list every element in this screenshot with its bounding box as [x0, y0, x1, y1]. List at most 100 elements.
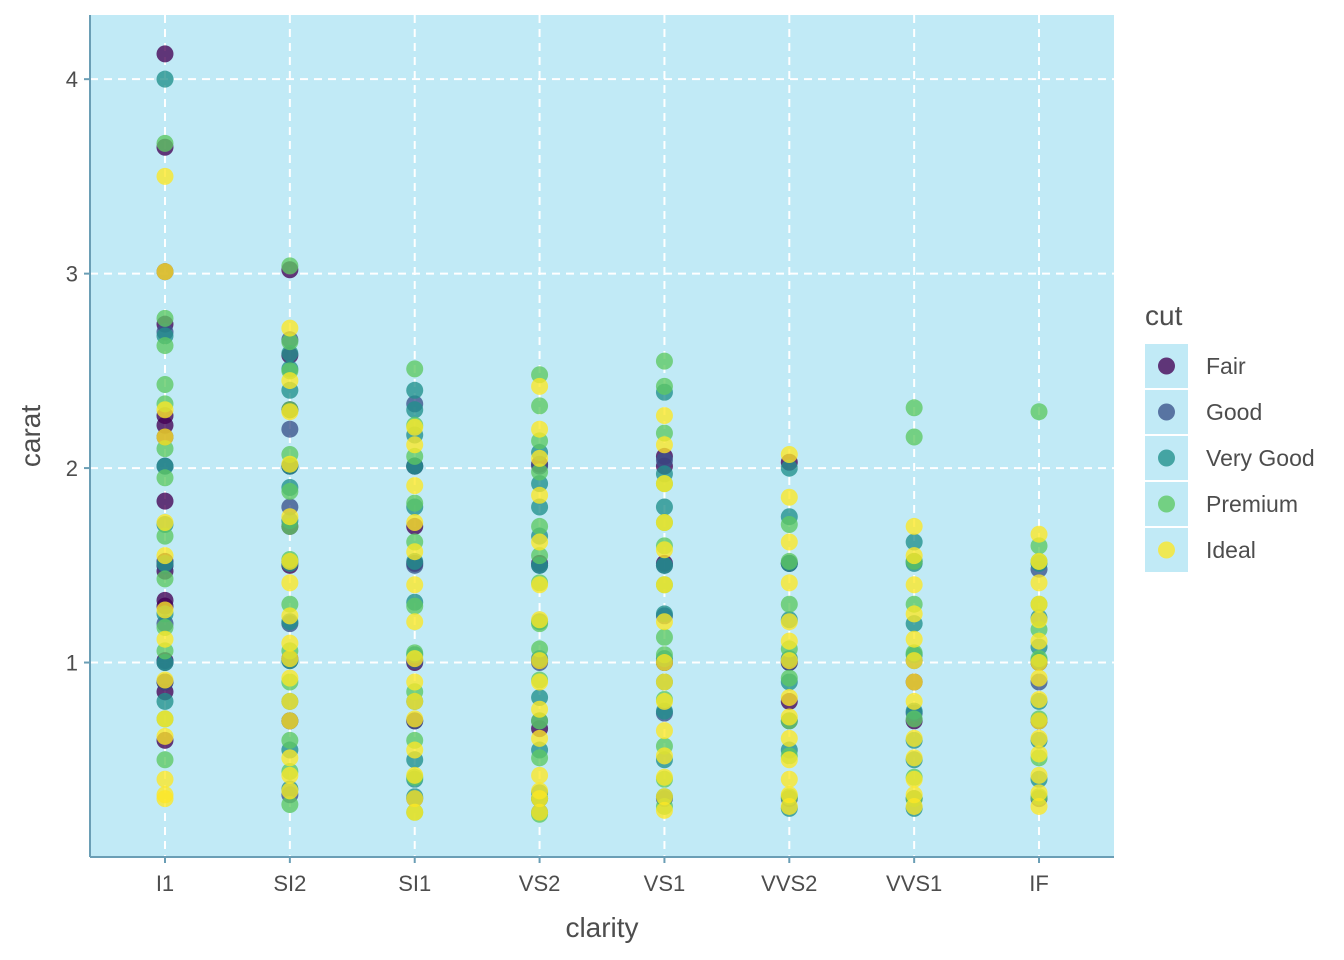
- legend-label: Ideal: [1206, 537, 1256, 563]
- x-tick-label: VS2: [519, 871, 561, 896]
- data-point: [655, 768, 673, 786]
- data-point: [281, 403, 299, 421]
- data-point: [1030, 611, 1048, 629]
- data-point: [655, 451, 673, 469]
- data-point: [780, 689, 798, 707]
- data-point: [780, 729, 798, 747]
- data-point: [531, 803, 549, 821]
- data-point: [531, 640, 549, 658]
- data-point: [281, 574, 299, 592]
- data-point: [281, 731, 299, 749]
- y-tick-label: 3: [66, 262, 78, 287]
- data-point: [780, 708, 798, 726]
- data-point: [780, 445, 798, 463]
- data-point: [281, 607, 299, 625]
- data-point: [1030, 766, 1048, 784]
- data-point: [905, 605, 923, 623]
- data-point: [281, 669, 299, 687]
- data-point: [905, 786, 923, 804]
- legend-title: cut: [1145, 300, 1183, 331]
- data-point: [780, 652, 798, 670]
- data-point: [156, 309, 174, 327]
- data-point: [905, 428, 923, 446]
- y-tick-label: 1: [66, 651, 78, 676]
- data-point: [531, 700, 549, 718]
- data-point: [406, 597, 424, 615]
- data-point: [406, 543, 424, 561]
- data-point: [156, 167, 174, 185]
- data-point: [156, 45, 174, 63]
- data-point: [655, 692, 673, 710]
- legend: cut Fair Good Very Good Premium Ideal: [1145, 300, 1315, 572]
- data-point: [406, 447, 424, 465]
- data-point: [281, 508, 299, 526]
- data-point: [281, 482, 299, 500]
- data-point: [531, 547, 549, 565]
- x-tick-label: IF: [1029, 871, 1049, 896]
- data-point: [156, 263, 174, 281]
- data-point: [655, 747, 673, 765]
- data-point: [281, 650, 299, 668]
- data-point: [156, 547, 174, 565]
- data-point: [531, 533, 549, 551]
- data-point: [655, 788, 673, 806]
- data-point: [780, 533, 798, 551]
- data-point: [780, 574, 798, 592]
- data-point: [780, 786, 798, 804]
- data-point: [780, 751, 798, 769]
- data-point: [406, 673, 424, 691]
- data-point: [406, 766, 424, 784]
- data-point: [281, 319, 299, 337]
- data-point: [531, 366, 549, 384]
- data-point: [780, 797, 798, 815]
- plot-panel: [90, 15, 1114, 857]
- data-point: [655, 613, 673, 631]
- legend-label: Very Good: [1206, 445, 1315, 471]
- data-point: [1030, 729, 1048, 747]
- data-point: [1030, 595, 1048, 613]
- data-point: [531, 712, 549, 730]
- data-point: [156, 692, 174, 710]
- data-point: [156, 770, 174, 788]
- data-point: [655, 514, 673, 532]
- data-point: [156, 375, 174, 393]
- data-point: [156, 428, 174, 446]
- legend-key-point: [1158, 541, 1175, 559]
- legend-key-point: [1158, 403, 1175, 421]
- data-point: [281, 552, 299, 570]
- data-point: [531, 486, 549, 504]
- data-point: [156, 70, 174, 88]
- data-point: [406, 360, 424, 378]
- data-point: [905, 797, 923, 815]
- data-point: [780, 595, 798, 613]
- data-point: [905, 749, 923, 767]
- data-point: [655, 576, 673, 594]
- data-point: [281, 257, 299, 275]
- data-point: [1030, 712, 1048, 730]
- data-point: [531, 463, 549, 481]
- data-point: [531, 611, 549, 629]
- data-point: [281, 782, 299, 800]
- data-point: [905, 710, 923, 728]
- data-point: [406, 576, 424, 594]
- x-tick-label: SI1: [398, 871, 431, 896]
- data-point: [281, 595, 299, 613]
- data-point: [1030, 632, 1048, 650]
- data-point: [905, 692, 923, 710]
- legend-key-point: [1158, 449, 1175, 467]
- data-point: [156, 469, 174, 487]
- data-point: [780, 669, 798, 687]
- data-point: [655, 407, 673, 425]
- data-point: [905, 533, 923, 551]
- data-point: [156, 671, 174, 689]
- data-point: [156, 416, 174, 434]
- data-point: [905, 652, 923, 670]
- data-point: [905, 517, 923, 535]
- data-point: [1030, 745, 1048, 763]
- data-point: [156, 514, 174, 532]
- data-point: [655, 801, 673, 819]
- data-point: [406, 692, 424, 710]
- data-point: [406, 710, 424, 728]
- y-axis-ticks: 1 2 3 4: [66, 67, 90, 676]
- data-point: [1030, 403, 1048, 421]
